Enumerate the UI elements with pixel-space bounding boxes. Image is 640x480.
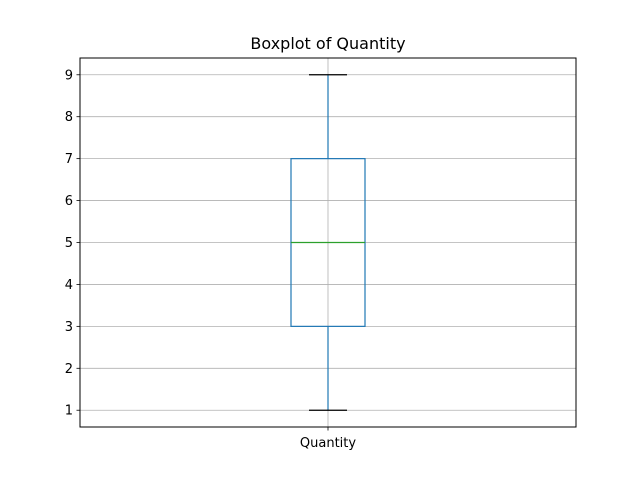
y-tick-label: 2 — [65, 362, 73, 377]
axis-ticks: 1 2 3 4 5 6 7 8 9 Quantity — [65, 68, 357, 451]
y-tick-label: 6 — [65, 194, 73, 209]
y-tick-label: 9 — [65, 68, 73, 83]
box-group — [290, 74, 366, 411]
y-tick-label: 1 — [65, 404, 73, 419]
y-tick-label: 5 — [65, 236, 73, 251]
chart-title: Boxplot of Quantity — [250, 34, 405, 53]
y-tick-label: 3 — [65, 320, 73, 335]
y-tick-label: 7 — [65, 152, 73, 167]
y-tick-label: 8 — [65, 110, 73, 125]
x-tick-label: Quantity — [300, 436, 356, 451]
y-tick-label: 4 — [65, 278, 73, 293]
